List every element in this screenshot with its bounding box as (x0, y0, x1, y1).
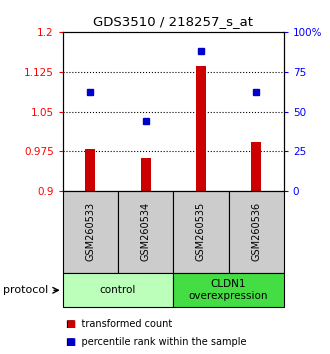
Text: control: control (100, 285, 136, 295)
Text: GSM260533: GSM260533 (85, 202, 95, 262)
Bar (85, 149, 95, 191)
Bar (173, 273, 284, 307)
Bar (251, 142, 261, 191)
Bar (141, 158, 150, 191)
Text: CLDN1
overexpression: CLDN1 overexpression (189, 279, 268, 301)
Text: ■: ■ (66, 337, 75, 348)
Text: ■  transformed count: ■ transformed count (66, 319, 172, 329)
Bar (63, 191, 118, 273)
Title: GDS3510 / 218257_s_at: GDS3510 / 218257_s_at (93, 15, 253, 28)
Text: GSM260535: GSM260535 (196, 202, 206, 262)
Bar (196, 67, 206, 191)
Bar (228, 191, 284, 273)
Text: ■: ■ (66, 319, 75, 329)
Text: protocol: protocol (3, 285, 49, 295)
Bar (63, 273, 173, 307)
Bar (118, 191, 173, 273)
Text: GSM260536: GSM260536 (251, 202, 261, 262)
Bar (173, 191, 228, 273)
Text: GSM260534: GSM260534 (141, 202, 150, 262)
Text: ■  percentile rank within the sample: ■ percentile rank within the sample (66, 337, 247, 348)
